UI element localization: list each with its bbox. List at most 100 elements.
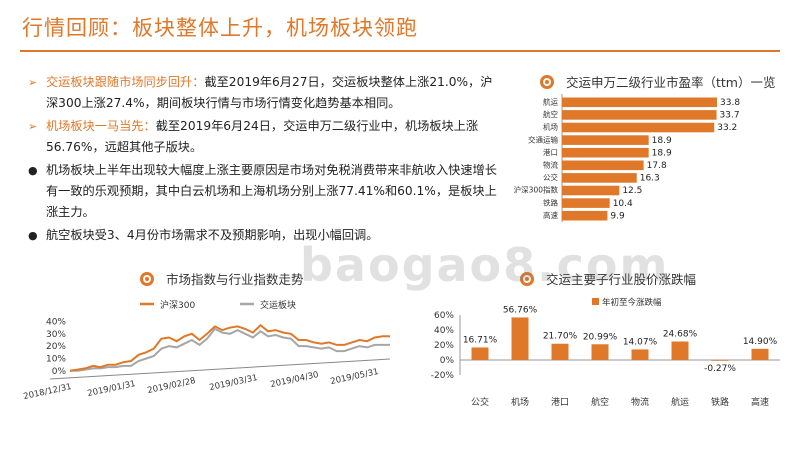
index-trend-chart: 沪深300 交运板块 0% 10% 20% 30% 40% 2018/12/31 2019/01… (23, 299, 391, 402)
sub-industry-return-chart: -20% 0% 20% 40% 60% 年初至今涨跌幅 16.71% 公交 56.76% 机场 21… (431, 297, 780, 408)
tick-label: 沪深300指数 (514, 185, 559, 195)
tick-label: 高速 (543, 210, 558, 220)
title-divider (20, 50, 780, 52)
bullet-text: 截至2019年6月24日，交运申万二级行业中，机场板块上涨56.76%，远超其他… (46, 119, 479, 154)
y-tick-label: 10% (46, 354, 66, 364)
data-label: 33.2 (717, 123, 737, 133)
pe-chart-title: 交运申万二级行业市盈率（ttm）一览 (540, 72, 775, 91)
tick-label: 公交 (543, 172, 558, 182)
y-tick-label: 0% (52, 367, 67, 377)
target-icon (540, 74, 554, 89)
x-tick-label: 2019/01/31 (87, 379, 137, 399)
y-tick-label: 20% (434, 341, 454, 351)
y-tick-label: 40% (434, 326, 454, 336)
bullet-text: 机场板块上半年出现较大幅度上涨主要原因是市场对免税消费带来非航收入快速增长有一致… (46, 163, 497, 219)
bar (562, 173, 637, 183)
bar (562, 122, 715, 133)
bullet-dot-icon: ● (28, 229, 38, 242)
series-line (70, 327, 390, 372)
data-label: 20.99% (583, 332, 618, 342)
tick-label: 物流 (543, 160, 558, 170)
y-tick-label: 40% (46, 317, 66, 327)
x-tick-label: 港口 (551, 396, 569, 408)
watermark: baogao8.com (300, 238, 670, 292)
data-label: 12.5 (622, 186, 642, 196)
bar (631, 349, 649, 360)
y-tick-label: 20% (46, 342, 66, 352)
data-label: 9.9 (610, 211, 625, 221)
x-tick-label: 公交 (471, 396, 489, 408)
bar (711, 360, 729, 361)
y-tick-label: 60% (434, 311, 454, 321)
bullet-text: 截至2019年6月27日，交运板块整体上涨21.0%，沪深300上涨27.4%，… (46, 75, 493, 110)
bullet-list: ➢ 交运板块跟随市场同步回升：截至2019年6月27日，交运板块整体上涨21.0… (28, 72, 498, 248)
bullet-text: 航空板块受3、4月份市场需求不及预期影响，出现小幅回调。 (46, 228, 379, 242)
x-tick-label: 机场 (511, 396, 529, 408)
data-label: 17.8 (647, 161, 667, 171)
data-label: 16.71% (463, 335, 498, 345)
data-label: 24.68% (663, 329, 698, 339)
data-label: 14.07% (623, 337, 658, 347)
series-line (69, 323, 390, 372)
bar (562, 210, 608, 221)
x-tick-label: 2019/04/30 (270, 370, 320, 390)
bar (551, 343, 569, 360)
bar (562, 198, 610, 208)
y-tick-label: -20% (431, 371, 455, 381)
bullet-item: ➢ 机场板块一马当先：截至2019年6月24日，交运申万二级行业中，机场板块上涨… (28, 116, 498, 158)
bar-chart-title: 交运主要子行业股价涨跌幅 (520, 269, 696, 288)
tick-label: 港口 (543, 147, 558, 157)
bullet-lead: 交运板块跟随市场同步回升： (46, 75, 205, 89)
bar (471, 347, 489, 360)
bar (562, 160, 644, 171)
y-tick-label: 30% (46, 330, 66, 340)
slide-title: 行情回顾：板块整体上升，机场板块领跑 (22, 16, 418, 40)
legend-label: 交运板块 (260, 299, 296, 311)
bar (562, 110, 717, 120)
target-icon (140, 271, 154, 286)
tick-label: 机场 (543, 122, 558, 132)
x-axis-line (49, 358, 391, 380)
arrow-icon: ➢ (28, 76, 38, 89)
tick-label: 交通运输 (528, 134, 558, 144)
legend-label: 沪深300 (160, 299, 195, 311)
data-label: 14.90% (743, 337, 778, 347)
bullet-lead: 机场板块一马当先： (46, 119, 156, 133)
x-tick-label: 航运 (671, 396, 689, 408)
bar (562, 185, 620, 196)
bar (562, 135, 649, 145)
x-tick-label: 2019/03/31 (209, 373, 259, 393)
data-label: 33.8 (720, 98, 740, 108)
target-icon (520, 271, 534, 286)
legend-label: 年初至今涨跌幅 (602, 297, 662, 308)
data-label: 21.70% (543, 332, 578, 342)
data-label: 10.4 (613, 199, 633, 209)
data-label: 18.9 (652, 136, 672, 146)
bullet-item: ● 机场板块上半年出现较大幅度上涨主要原因是市场对免税消费带来非航收入快速增长有… (28, 160, 498, 223)
data-label: 33.7 (720, 111, 740, 121)
pe-ratio-chart: 航运 33.8 航空 33.7 机场 33.2 交通运输 18.9 港口 18.9 物流 17.8 公交… (514, 94, 740, 222)
data-label: -0.27% (704, 364, 736, 374)
tick-label: 航空 (543, 109, 558, 119)
bar (751, 348, 769, 360)
x-tick-label: 物流 (631, 396, 649, 408)
arrow-icon: ➢ (28, 120, 38, 133)
bar (671, 341, 689, 360)
x-tick-label: 航空 (591, 396, 609, 408)
data-label: 56.76% (503, 305, 538, 315)
bullet-dot-icon: ● (28, 164, 38, 177)
y-tick-label: 0% (440, 356, 455, 366)
x-tick-label: 铁路 (711, 396, 729, 408)
bullet-item: ➢ 交运板块跟随市场同步回升：截至2019年6月27日，交运板块整体上涨21.0… (28, 72, 498, 114)
tick-label: 铁路 (543, 197, 558, 207)
legend-swatch (592, 298, 599, 305)
x-tick-label: 2019/02/28 (147, 376, 197, 396)
bar (591, 344, 609, 360)
x-tick-label: 2019/05/31 (330, 367, 380, 387)
bar (562, 97, 717, 108)
bar (562, 147, 649, 158)
x-tick-label: 2018/12/31 (23, 382, 73, 402)
data-label: 16.3 (640, 174, 660, 184)
bar (511, 317, 529, 360)
line-chart-title: 市场指数与行业指数走势 (140, 269, 304, 288)
